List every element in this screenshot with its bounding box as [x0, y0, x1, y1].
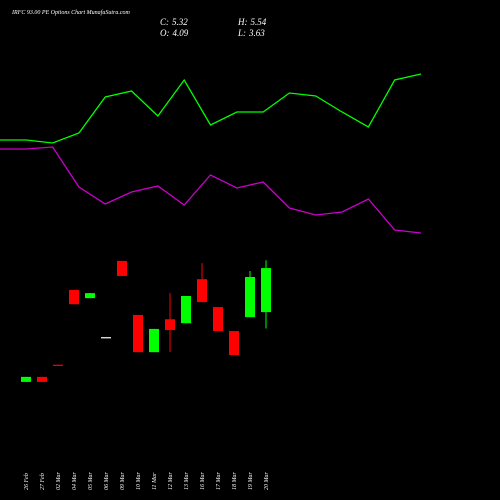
info-label: L: — [237, 28, 246, 38]
x-tick-label: 13 Mar — [184, 472, 190, 490]
info-label: H: — [237, 17, 248, 27]
x-tick-label: 18 Mar — [232, 472, 238, 490]
candle-body — [133, 314, 143, 353]
candle-body — [101, 337, 111, 339]
info-label: C: — [160, 17, 169, 27]
info-value: 4.09 — [173, 28, 189, 38]
x-tick-label: 04 Mar — [71, 472, 78, 490]
candle-body — [165, 319, 175, 330]
ohlc-info: H: 5.54 — [237, 17, 267, 27]
x-tick-label: 26 Feb — [24, 473, 30, 490]
x-tick-label: 05 Mar — [88, 472, 94, 490]
x-tick-label: 11 Mar — [152, 472, 158, 490]
x-tick-label: 27 Feb — [40, 473, 46, 490]
candle-body — [197, 279, 207, 303]
candle-body — [213, 307, 223, 332]
ohlc-info: C: 5.32 — [160, 17, 188, 27]
chart-title: IRFC 93.00 PE Options Chart MunafaSutra.… — [11, 9, 130, 16]
candle-body — [53, 364, 63, 366]
candle-body — [245, 277, 255, 318]
x-tick-label: 12 Mar — [168, 472, 174, 490]
x-tick-label: 19 Mar — [248, 472, 254, 490]
candle-body — [37, 376, 47, 382]
info-value: 5.54 — [251, 17, 267, 27]
candle-body — [181, 295, 191, 324]
x-tick-label: 17 Mar — [216, 472, 222, 490]
x-tick-label: 06 Mar — [104, 472, 110, 490]
candle-body — [69, 289, 79, 305]
indicator-line — [0, 73, 422, 144]
candle-body — [261, 268, 271, 313]
x-tick-label: 10 Mar — [136, 472, 142, 490]
candle-body — [85, 293, 95, 299]
x-tick-label: 02 Mar — [56, 472, 62, 490]
info-value: 5.32 — [172, 17, 188, 27]
x-tick-label: 20 Mar — [264, 472, 270, 490]
indicator-line — [0, 146, 422, 234]
candle-body — [149, 328, 159, 353]
x-tick-label: 16 Mar — [200, 472, 206, 490]
candle-body — [21, 376, 31, 382]
x-tick-label: 09 Mar — [120, 472, 126, 490]
ohlc-info: O: 4.09 — [160, 28, 189, 38]
candle-body — [229, 331, 239, 356]
candle-body — [117, 260, 127, 276]
ohlc-info: L: 3.63 — [237, 28, 265, 38]
info-value: 3.63 — [248, 28, 265, 38]
info-label: O: — [160, 28, 170, 38]
